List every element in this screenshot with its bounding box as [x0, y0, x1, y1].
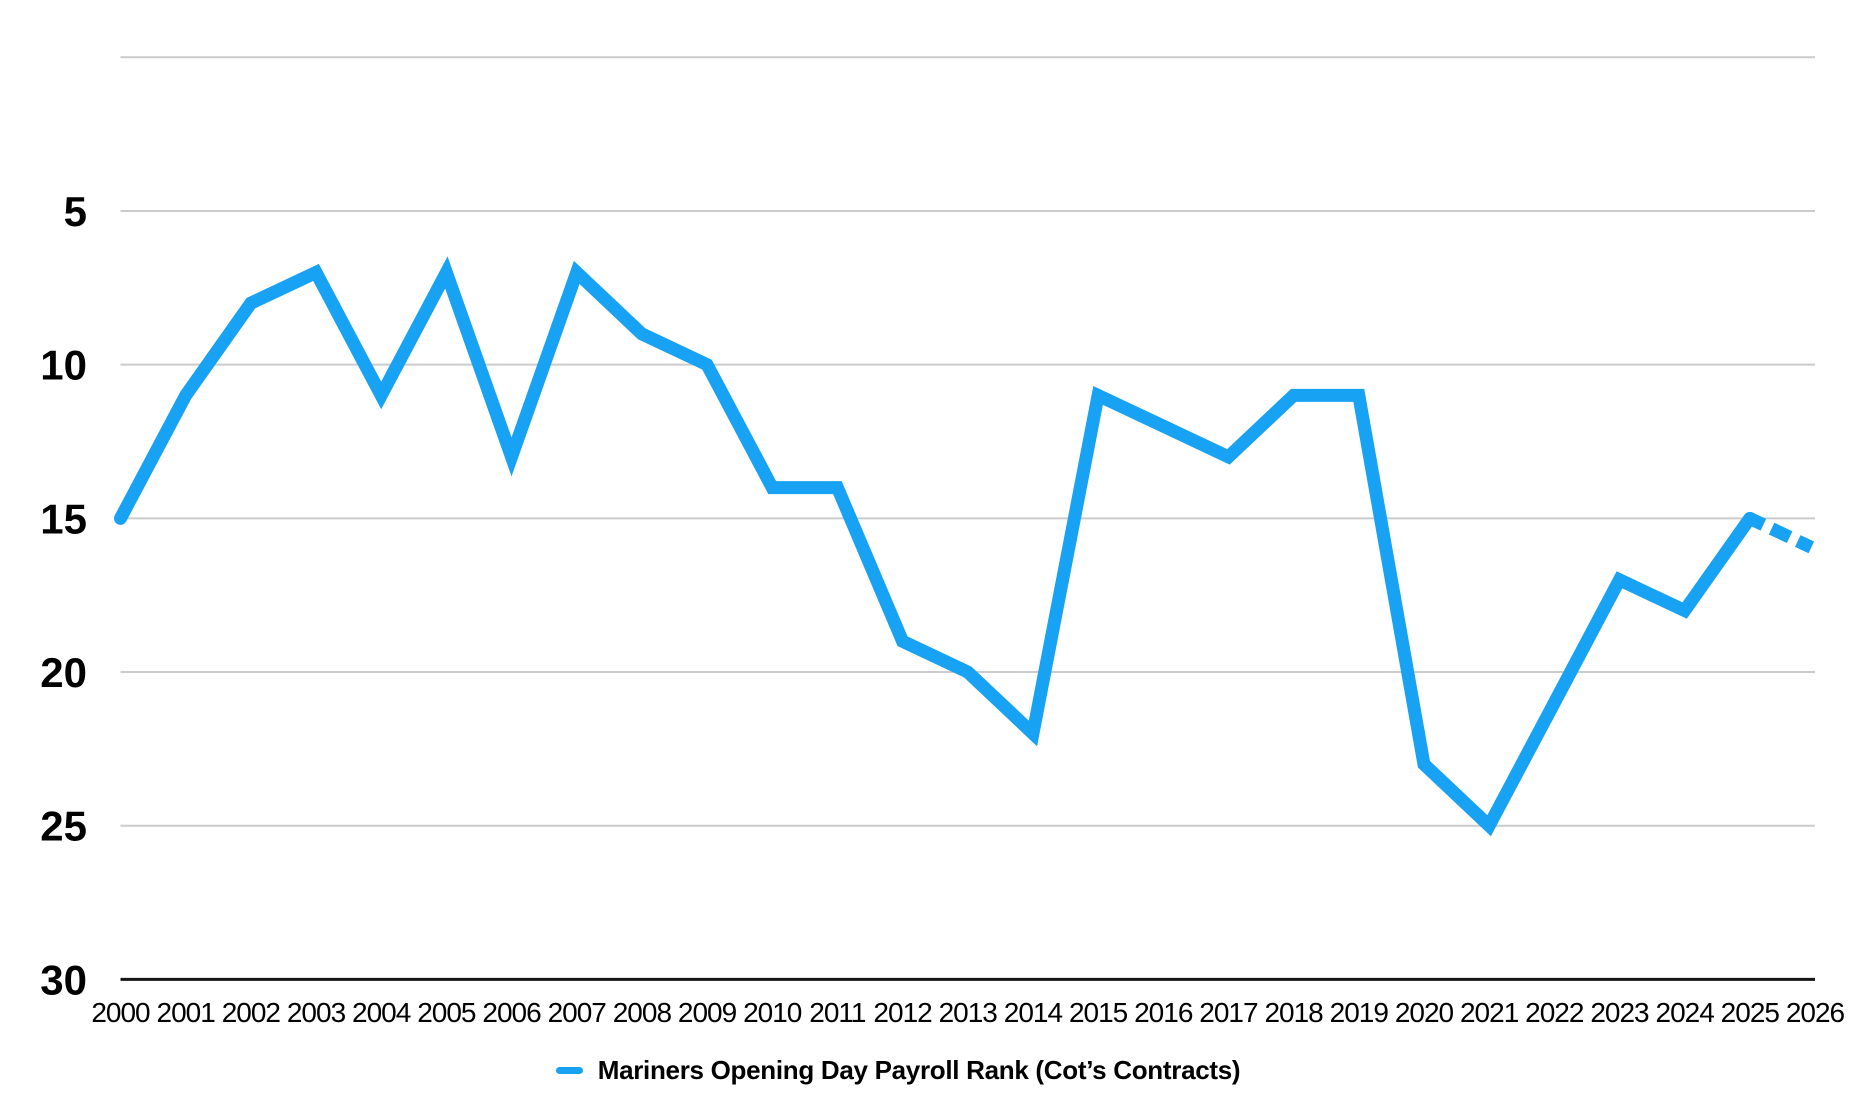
y-tick-label-25: 25	[40, 803, 87, 850]
x-tick-label-2005: 2005	[417, 997, 476, 1028]
x-tick-label-2022: 2022	[1525, 997, 1584, 1028]
x-tick-label-2001: 2001	[157, 997, 216, 1028]
x-tick-label-2007: 2007	[548, 997, 607, 1028]
payroll-rank-line	[114, 256, 1757, 837]
legend-label: Mariners Opening Day Payroll Rank (Cot’s…	[597, 1054, 1241, 1085]
y-tick-label-15: 15	[40, 495, 87, 542]
x-tick-label-2015: 2015	[1069, 997, 1128, 1028]
x-tick-label-2020: 2020	[1395, 997, 1454, 1028]
x-tick-label-2004: 2004	[352, 997, 411, 1028]
x-tick-label-2014: 2014	[1004, 997, 1063, 1028]
x-tick-label-2024: 2024	[1656, 997, 1715, 1028]
x-tick-label-2006: 2006	[482, 997, 541, 1028]
x-tick-label-2003: 2003	[287, 997, 346, 1028]
y-tick-label-20: 20	[40, 649, 87, 696]
x-tick-label-2017: 2017	[1199, 997, 1258, 1028]
x-tick-label-2010: 2010	[743, 997, 802, 1028]
y-tick-label-10: 10	[40, 342, 87, 389]
legend: Mariners Opening Day Payroll Rank (Cot’s…	[0, 1042, 1832, 1098]
x-tick-label-2023: 2023	[1590, 997, 1649, 1028]
x-tick-label-2009: 2009	[678, 997, 737, 1028]
x-tick-label-2000: 2000	[91, 997, 150, 1028]
x-tick-label-2018: 2018	[1264, 997, 1323, 1028]
x-tick-label-2012: 2012	[873, 997, 932, 1028]
x-tick-label-2008: 2008	[613, 997, 672, 1028]
x-tick-label-2019: 2019	[1330, 997, 1389, 1028]
y-tick-label-5: 5	[64, 188, 87, 235]
x-tick-label-2021: 2021	[1460, 997, 1519, 1028]
x-tick-label-2002: 2002	[222, 997, 281, 1028]
x-tick-label-2016: 2016	[1134, 997, 1193, 1028]
x-tick-label-2026: 2026	[1786, 997, 1845, 1028]
x-tick-label-2011: 2011	[809, 997, 866, 1028]
x-tick-label-2013: 2013	[939, 997, 998, 1028]
payroll-rank-line-projected	[1747, 512, 1818, 555]
legend-line-marker-icon	[555, 1066, 583, 1074]
y-tick-label-30: 30	[40, 956, 87, 1003]
x-tick-label-2025: 2025	[1721, 997, 1780, 1028]
